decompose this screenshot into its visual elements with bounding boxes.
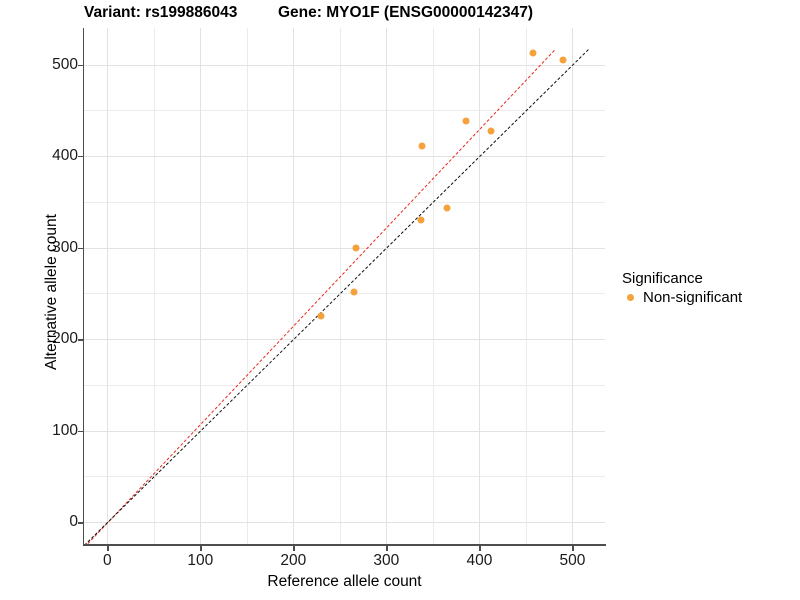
gridline-major-horizontal [84, 156, 605, 158]
data-point [559, 56, 567, 64]
x-tick-label: 100 [187, 552, 214, 569]
gridline-minor-horizontal [84, 384, 605, 386]
y-tick-label: 400 [52, 147, 78, 165]
identity-line [84, 49, 589, 545]
gridline-major-horizontal [84, 522, 605, 524]
data-point [462, 117, 470, 125]
y-tick-mark [78, 156, 83, 158]
x-tick-mark [386, 546, 388, 551]
data-point [417, 216, 425, 224]
legend-item[interactable]: Non-significant [622, 289, 800, 306]
variant-title: Variant: rs199886043 [84, 4, 238, 21]
gridline-minor-vertical [153, 28, 155, 545]
y-tick-label: 0 [69, 513, 78, 531]
gridline-minor-vertical [246, 28, 248, 545]
gridline-major-vertical [572, 28, 574, 545]
x-tick-label: 300 [373, 552, 400, 569]
gridline-minor-horizontal [84, 201, 605, 203]
y-tick-mark [78, 64, 83, 66]
gridline-major-horizontal [84, 430, 605, 432]
legend: Significance Non-significant [622, 270, 800, 306]
gridline-minor-vertical [339, 28, 341, 545]
gridline-minor-horizontal [84, 110, 605, 112]
x-tick-label: 400 [466, 552, 493, 569]
gridline-major-vertical [386, 28, 388, 545]
x-tick-mark [479, 546, 481, 551]
data-point [418, 142, 426, 150]
x-axis-title: Reference allele count [267, 573, 422, 590]
gridline-minor-vertical [525, 28, 527, 545]
data-point [317, 312, 325, 320]
legend-title: Significance [622, 270, 703, 287]
y-axis-title: Alternative allele count [43, 214, 60, 370]
legend-items: Non-significant [622, 289, 800, 306]
x-tick-mark [293, 546, 295, 551]
x-tick-mark [107, 546, 109, 551]
x-axis-line [83, 544, 606, 546]
legend-item-label: Non-significant [643, 289, 743, 306]
y-tick-mark [78, 430, 83, 432]
y-tick-label: 100 [52, 421, 78, 439]
data-point [487, 127, 495, 135]
gridline-major-vertical [200, 28, 202, 545]
y-tick-mark [78, 339, 83, 341]
x-tick-label: 200 [280, 552, 307, 569]
x-tick-label: 500 [559, 552, 586, 569]
gridline-major-horizontal [84, 339, 605, 341]
y-tick-label: 200 [52, 330, 78, 348]
gridline-major-horizontal [84, 64, 605, 66]
y-tick-label: 500 [52, 55, 78, 73]
y-tick-label: 300 [52, 238, 78, 256]
gridline-major-horizontal [84, 247, 605, 249]
gridline-minor-vertical [432, 28, 434, 545]
y-tick-mark [78, 247, 83, 249]
gridline-minor-horizontal [84, 293, 605, 295]
y-tick-mark [78, 522, 83, 524]
gridline-minor-horizontal [84, 476, 605, 478]
gene-title: Gene: MYO1F (ENSG00000142347) [278, 4, 534, 21]
gridline-major-vertical [293, 28, 295, 545]
x-tick-mark [200, 546, 202, 551]
y-axis-line [83, 28, 85, 546]
point-marker-icon [622, 290, 638, 306]
plot-panel [84, 28, 605, 545]
x-tick-label: 0 [102, 552, 112, 569]
data-point [443, 204, 451, 212]
gridline-major-vertical [479, 28, 481, 545]
data-point [352, 244, 360, 252]
x-tick-mark [572, 546, 574, 551]
gridline-major-vertical [107, 28, 109, 545]
data-point [350, 288, 358, 296]
chart-title-row: Variant: rs199886043 Gene: MYO1F (ENSG00… [0, 4, 620, 26]
data-point [529, 49, 537, 57]
